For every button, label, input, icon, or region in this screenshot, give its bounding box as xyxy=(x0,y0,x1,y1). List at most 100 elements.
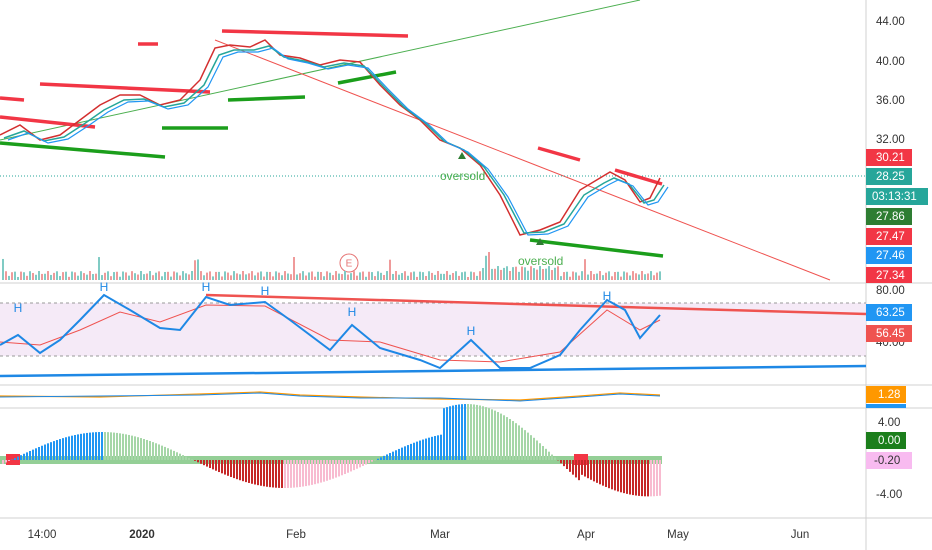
decor-bar xyxy=(371,272,373,280)
badges: 30.21 28.25 03:13:31 27.86 27.47 27.46 2… xyxy=(866,149,928,283)
decor-bar xyxy=(629,275,631,280)
decor-bar xyxy=(269,460,271,488)
time-label: Apr xyxy=(577,529,595,541)
axis-label: 4.00 xyxy=(878,417,900,429)
decor-bar xyxy=(29,271,31,280)
decor-bar xyxy=(47,443,49,460)
decor-bar xyxy=(464,404,466,460)
decor-bar xyxy=(86,432,88,460)
decor-bar xyxy=(308,272,310,280)
decor-bar xyxy=(554,457,556,460)
decor-bar xyxy=(44,273,46,280)
decor-bar xyxy=(143,438,145,460)
axis-label: 40.00 xyxy=(876,56,905,68)
rsi-trendline xyxy=(205,293,867,316)
badge-bg xyxy=(866,452,912,469)
time-label: Mar xyxy=(430,529,450,541)
decor-bar xyxy=(35,274,37,280)
decor-bar xyxy=(389,259,391,280)
decor-bar xyxy=(587,274,589,280)
decor-bar xyxy=(158,444,160,460)
decor-bar xyxy=(320,272,322,280)
decor-bar xyxy=(581,271,583,280)
decor-bar xyxy=(431,272,433,280)
decor-bar xyxy=(632,460,634,496)
decor-bar xyxy=(275,271,277,280)
decor-bar xyxy=(401,447,403,460)
high-label: H xyxy=(100,280,109,294)
decor-bar xyxy=(650,460,652,497)
decor-bar xyxy=(266,271,268,280)
decor-bar xyxy=(209,460,211,468)
decor-bar xyxy=(650,271,652,280)
decor-bar xyxy=(404,271,406,280)
decor-bar xyxy=(101,432,103,460)
decor-bar xyxy=(545,268,547,280)
moving-average xyxy=(7,47,669,236)
decor-bar xyxy=(200,271,202,280)
decor-bar xyxy=(23,272,25,280)
decor-bar xyxy=(647,273,649,280)
decor-bar xyxy=(470,271,472,280)
decor-bar xyxy=(605,460,607,487)
decor-bar xyxy=(461,404,463,460)
decor-bar xyxy=(485,407,487,460)
decor-bar xyxy=(599,271,601,280)
decor-bar xyxy=(605,272,607,280)
decor-bar xyxy=(476,404,478,460)
decor-bar xyxy=(425,275,427,280)
decor-bar xyxy=(422,439,424,460)
decor-bar xyxy=(2,258,4,280)
decor-bar xyxy=(398,448,400,460)
decor-bar xyxy=(179,275,181,280)
decor-bar xyxy=(590,460,592,480)
decor-bar xyxy=(296,274,298,280)
decor-bar xyxy=(467,404,469,460)
decor-bar xyxy=(332,275,334,280)
decor-bar xyxy=(239,460,241,481)
decor-bar xyxy=(344,271,346,280)
decor-bar xyxy=(623,271,625,280)
decor-bar xyxy=(107,271,109,280)
decor-bar xyxy=(440,273,442,280)
decor-bar xyxy=(548,266,550,280)
decor-bar xyxy=(311,460,313,485)
decor-bar xyxy=(41,273,43,280)
decor-bar xyxy=(536,269,538,280)
decor-bar xyxy=(353,460,355,471)
decor-bar xyxy=(515,423,517,460)
decor-bar xyxy=(314,276,316,280)
decor-bar xyxy=(350,273,352,280)
decor-bar xyxy=(551,454,553,460)
decor-bar xyxy=(47,271,49,280)
trendline xyxy=(214,39,831,281)
decor-bar xyxy=(77,434,79,460)
decor-bar xyxy=(116,271,118,280)
axis-label: 36.00 xyxy=(876,95,905,107)
decor-bar xyxy=(2,460,4,464)
axis-label: -4.00 xyxy=(876,489,902,501)
decor-bar xyxy=(395,450,397,460)
axis-label: 44.00 xyxy=(876,16,905,28)
decor-bar xyxy=(491,409,493,460)
badge-bg xyxy=(866,432,906,449)
decor-bar xyxy=(140,271,142,280)
decor-bar xyxy=(653,460,655,497)
decor-bar xyxy=(437,435,439,460)
decor-bar xyxy=(557,266,559,280)
decor-bar xyxy=(437,271,439,280)
decor-bar xyxy=(413,271,415,280)
decor-bar xyxy=(125,434,127,460)
decor-bar xyxy=(374,276,376,280)
decor-bar xyxy=(635,273,637,280)
decor-bar xyxy=(104,432,106,460)
decor-bar xyxy=(110,276,112,280)
decor-bar xyxy=(482,406,484,460)
decor-bar xyxy=(299,273,301,280)
decor-bar xyxy=(8,460,10,461)
decor-bar xyxy=(584,259,586,280)
badge: 63.25 xyxy=(876,307,905,319)
decor-bar xyxy=(164,271,166,280)
decor-bar xyxy=(77,275,79,280)
